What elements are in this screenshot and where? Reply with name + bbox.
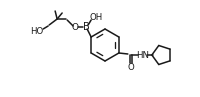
Text: B: B (82, 22, 89, 32)
Text: O: O (127, 64, 134, 72)
Text: OH: OH (89, 13, 102, 23)
Text: O: O (71, 23, 78, 32)
Text: HO: HO (30, 28, 44, 36)
Text: HN: HN (136, 51, 149, 59)
